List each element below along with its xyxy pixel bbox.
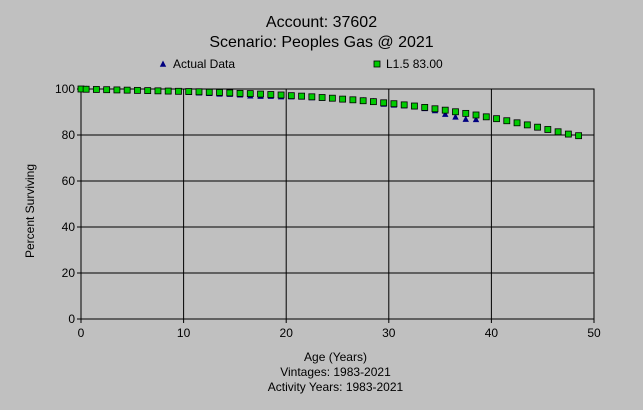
- fitted-curve-point: [267, 91, 275, 98]
- vintages-note: Vintages: 1983-2021: [280, 365, 391, 379]
- fitted-curve-point: [246, 90, 254, 97]
- x-tick-label: 40: [485, 326, 499, 340]
- fitted-curve-point: [411, 102, 418, 110]
- x-axis-label: Age (Years): [304, 350, 367, 364]
- actual-data-point: [472, 115, 480, 123]
- fitted-curve-point: [328, 94, 336, 102]
- y-tick-label: 100: [55, 82, 75, 96]
- fitted-curve-point: [493, 115, 500, 123]
- legend-fit-label: L1.5 83.00: [386, 57, 443, 71]
- fitted-curve-point: [185, 88, 193, 95]
- fitted-curve-point: [513, 119, 521, 127]
- fitted-curve-point: [257, 90, 264, 98]
- fitted-curve-point: [277, 91, 285, 99]
- fitted-curve-point: [400, 101, 408, 109]
- y-tick-label: 60: [62, 174, 76, 188]
- x-tick-label: 10: [177, 326, 191, 340]
- actual-data-point: [462, 115, 469, 122]
- fitted-curve-point: [308, 93, 316, 101]
- fitted-curve-point: [575, 132, 583, 140]
- actual-data-point: [442, 110, 449, 117]
- fitted-curve-point: [534, 123, 541, 131]
- fitted-curve-point: [359, 97, 367, 105]
- fitted-curve-point: [380, 99, 388, 107]
- fitted-curve-point: [103, 86, 111, 94]
- x-tick-label: 30: [382, 326, 396, 340]
- legend-actual-label: Actual Data: [173, 57, 235, 71]
- y-tick-label: 80: [62, 128, 76, 142]
- x-tick-label: 20: [280, 326, 294, 340]
- y-tick-label: 0: [68, 312, 75, 326]
- fitted-curve-point: [431, 105, 439, 113]
- y-tick-label: 20: [62, 266, 76, 280]
- fitted-curve-point: [298, 92, 305, 100]
- fitted-curve-point: [472, 111, 480, 119]
- chart-title: Account: 37602: [265, 14, 378, 31]
- fitted-curve-point: [92, 86, 100, 93]
- fitted-curve-point: [452, 108, 459, 116]
- fitted-curve-point: [113, 86, 121, 94]
- y-axis-label: Percent Surviving: [23, 163, 37, 259]
- fitted-curve-point: [482, 113, 490, 121]
- fitted-curve-point: [144, 87, 152, 95]
- fitted-curve-point: [462, 109, 470, 117]
- fitted-curve-point: [154, 87, 162, 95]
- fitted-curve-point: [164, 87, 172, 95]
- fitted-curve-point: [175, 87, 182, 95]
- fitted-curve-point: [287, 92, 295, 100]
- fitted-curve-point: [134, 86, 141, 94]
- fitted-curve-point: [421, 104, 429, 111]
- fitted-curve-point: [226, 89, 234, 97]
- y-tick-label: 40: [62, 220, 76, 234]
- fitted-curve-point: [370, 98, 377, 106]
- activity-years-note: Activity Years: 1983-2021: [267, 380, 404, 394]
- fitted-curve-point: [195, 88, 203, 96]
- fitted-curve-point: [216, 89, 223, 96]
- fitted-curve-point: [318, 94, 326, 101]
- fitted-curve-point: [390, 100, 398, 108]
- x-tick-label: 0: [78, 326, 85, 340]
- fitted-curve-point: [564, 130, 572, 138]
- legend-actual-marker: [159, 60, 167, 67]
- legend-fit-marker: [373, 60, 381, 68]
- fitted-curve-point: [349, 96, 357, 104]
- actual-data-point: [452, 113, 459, 120]
- fitted-curve-point: [205, 88, 213, 96]
- x-tick-label: 50: [587, 326, 601, 340]
- fitted-curve-point: [544, 126, 552, 133]
- fitted-curve-point: [441, 106, 449, 114]
- chart-subtitle: Scenario: Peoples Gas @ 2021: [209, 34, 434, 51]
- fitted-curve-point: [236, 89, 244, 97]
- fitted-curve-point: [82, 85, 90, 93]
- fitted-curve-point: [523, 121, 531, 129]
- fitted-curve-point: [554, 128, 562, 136]
- fitted-curve-point: [123, 86, 131, 94]
- fitted-curve-point: [339, 95, 347, 103]
- fitted-curve-point: [503, 117, 511, 125]
